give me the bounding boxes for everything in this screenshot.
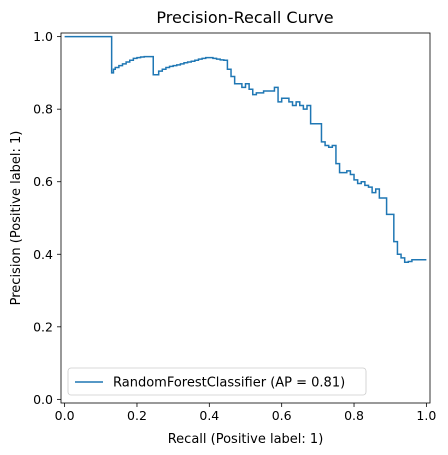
series-line-randomforestclassifier — [64, 35, 427, 263]
x-tick-label: 0.2 — [127, 408, 147, 423]
legend: RandomForestClassifier (AP = 0.81) — [67, 367, 367, 396]
legend-label-randomforestclassifier: RandomForestClassifier (AP = 0.81) — [113, 376, 345, 391]
axes-frame — [60, 32, 431, 404]
y-tick-label: 0.6 — [33, 174, 53, 189]
x-axis-ticks: 0.0 0.2 0.4 0.6 0.8 1.0 — [55, 403, 436, 423]
x-tick-label: 0.8 — [344, 408, 364, 423]
x-axis-label: Recall (Positive label: 1) — [168, 432, 324, 447]
legend-box — [67, 367, 367, 396]
x-tick-label: 0.0 — [55, 408, 75, 423]
x-tick-label: 0.4 — [199, 408, 219, 423]
x-tick-label: 0.6 — [272, 408, 292, 423]
y-tick-label: 1.0 — [33, 29, 53, 44]
y-tick-label: 0.8 — [33, 102, 53, 117]
y-axis-label: Precision (Positive label: 1) — [9, 131, 24, 306]
plot-area — [64, 35, 427, 263]
y-axis-ticks: 0.0 0.2 0.4 0.6 0.8 1.0 — [33, 29, 61, 407]
chart-title: Precision-Recall Curve — [156, 8, 333, 27]
y-tick-label: 0.4 — [33, 247, 53, 262]
y-tick-label: 0.2 — [33, 319, 53, 334]
y-tick-label: 0.0 — [33, 392, 53, 407]
x-tick-label: 1.0 — [416, 408, 436, 423]
